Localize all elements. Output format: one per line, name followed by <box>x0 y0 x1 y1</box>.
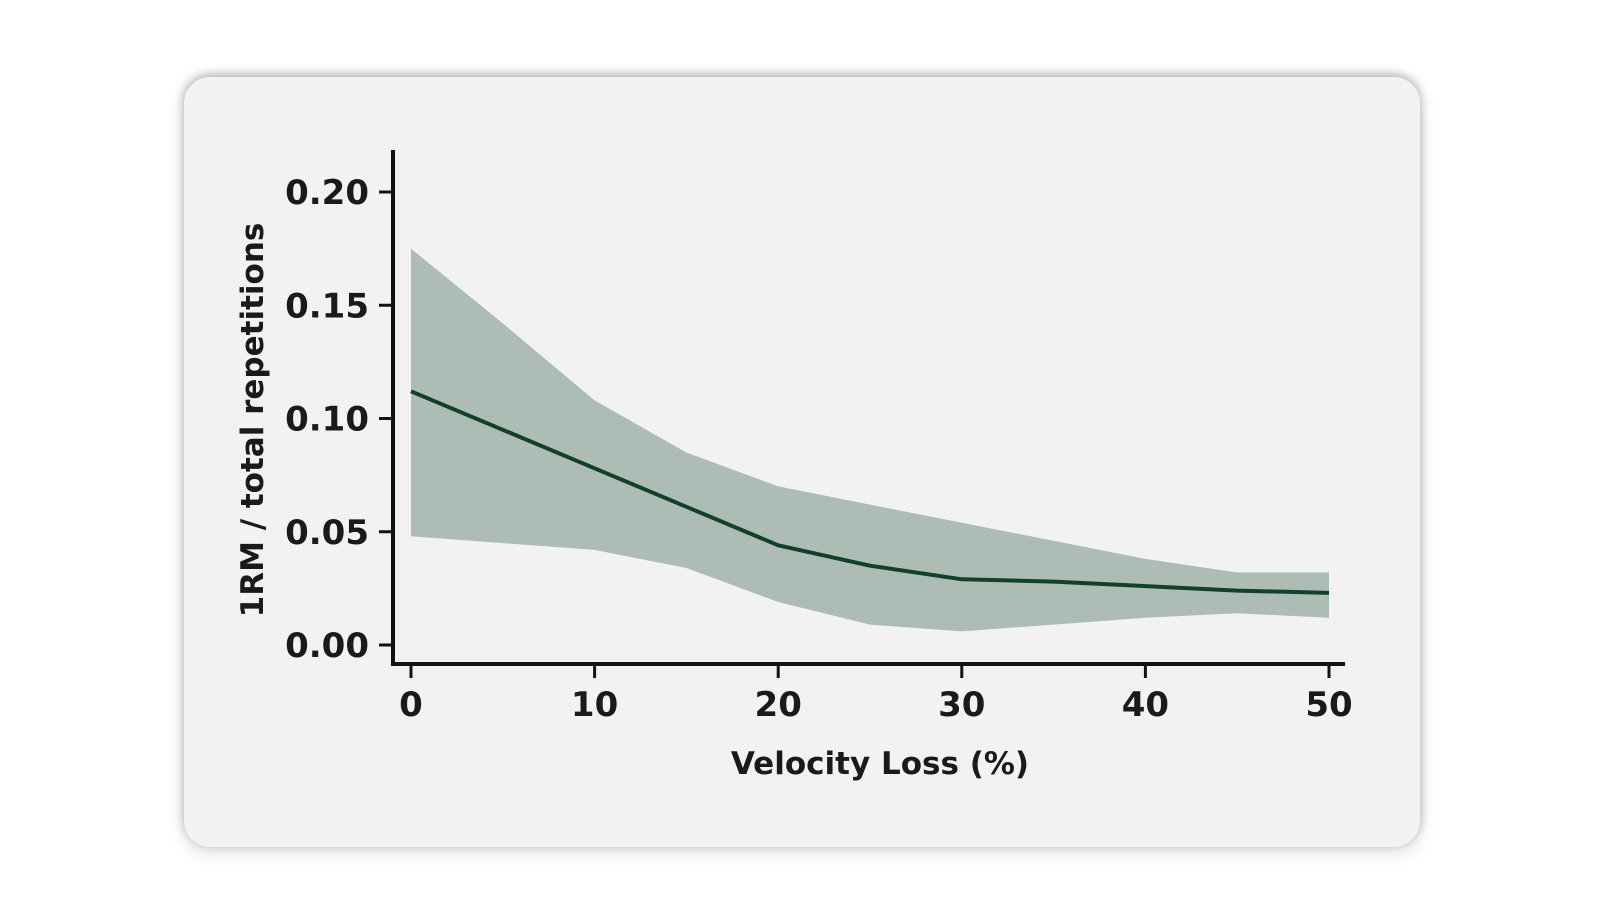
data-line-group <box>410 389 1330 595</box>
confidence-band-group <box>411 248 1329 632</box>
confidence-band <box>411 248 1329 632</box>
x-tick-label: 50 <box>1305 685 1352 725</box>
x-tick-label: 30 <box>938 685 985 725</box>
y-tick-label: 0.10 <box>285 400 369 440</box>
y-tick-label: 0.20 <box>285 173 369 213</box>
y-tick-label: 0.00 <box>285 626 369 666</box>
y-tick-label: 0.05 <box>285 513 369 553</box>
x-tick-label: 10 <box>571 685 618 725</box>
x-tick-label: 20 <box>755 685 802 725</box>
x-axis-title: Velocity Loss (%) <box>731 746 1029 782</box>
axes <box>391 150 1345 666</box>
chart-card <box>184 77 1420 847</box>
y-axis-title: 1RM / total repetitions <box>235 223 271 618</box>
x-ticks: 0 10 20 30 40 50 <box>399 664 1353 725</box>
x-tick-label: 40 <box>1122 685 1169 725</box>
series-line <box>410 389 1330 595</box>
y-ticks: 0.00 0.05 0.10 0.15 0.20 <box>285 173 393 666</box>
x-tick-label: 0 <box>399 685 423 725</box>
y-tick-label: 0.15 <box>285 286 369 326</box>
